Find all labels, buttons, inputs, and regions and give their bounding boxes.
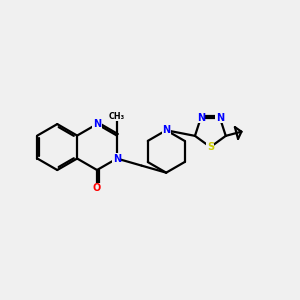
Text: N: N: [93, 119, 101, 129]
Text: N: N: [113, 154, 121, 164]
Text: N: N: [162, 125, 170, 135]
Text: N: N: [216, 113, 224, 123]
Text: O: O: [93, 183, 101, 193]
Text: CH₃: CH₃: [109, 112, 125, 121]
Text: S: S: [207, 142, 214, 152]
Text: N: N: [197, 113, 205, 123]
